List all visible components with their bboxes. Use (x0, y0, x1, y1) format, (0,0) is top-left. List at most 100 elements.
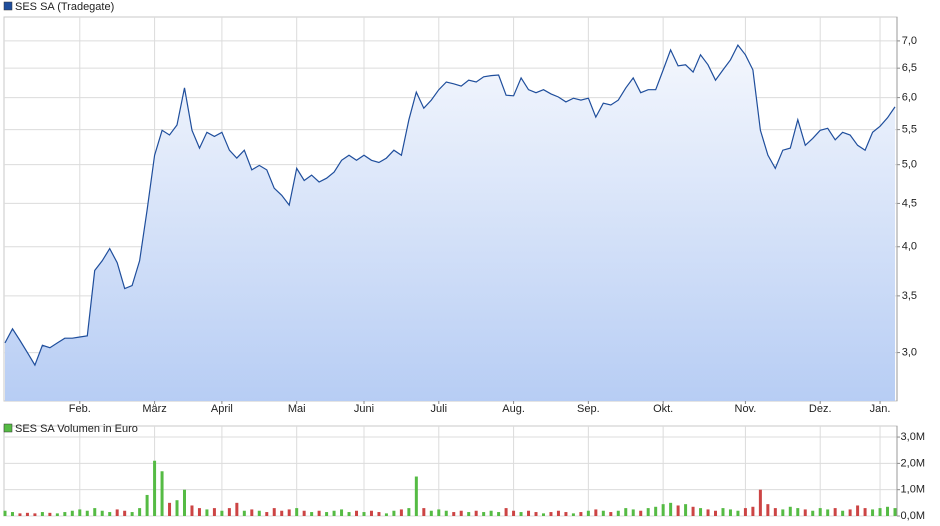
volume-bar (295, 508, 299, 516)
volume-bar (3, 510, 7, 516)
volume-bar (654, 506, 658, 516)
legend-swatch (3, 423, 13, 433)
volume-bar (811, 510, 815, 516)
volume-bar (706, 509, 710, 516)
volume-bar (265, 512, 269, 516)
volume-bar (736, 510, 740, 516)
x-tick-label: März (142, 403, 166, 415)
volume-bar (130, 512, 134, 516)
x-tick-label: Sep. (577, 403, 600, 415)
volume-bar (482, 512, 486, 516)
plot-frame (3, 425, 898, 517)
volume-bar (392, 510, 396, 516)
volume-bar (332, 510, 336, 516)
volume-bar (197, 508, 201, 516)
volume-bar (631, 509, 635, 516)
volume-bar (325, 512, 329, 516)
volume-bar (871, 509, 875, 516)
volume-bar (115, 509, 119, 516)
legend-swatch (3, 1, 13, 11)
y-tick-label: 6,5 (902, 62, 917, 74)
volume-bar (153, 460, 157, 516)
x-tick-label: Dez. (809, 403, 832, 415)
volume-bar (601, 510, 605, 516)
x-tick-label: Juni (354, 403, 374, 415)
volume-bar (10, 512, 14, 516)
volume-bar (444, 510, 448, 516)
volume-bar (624, 508, 628, 516)
area-fill (5, 45, 895, 401)
volume-bar (609, 512, 613, 516)
volume-bar (220, 510, 224, 516)
volume-bar (123, 510, 127, 516)
y-tick-label: 4,5 (902, 197, 917, 209)
volume-bar (818, 508, 822, 516)
volume-bar (422, 508, 426, 516)
volume-bar (377, 512, 381, 516)
volume-bar (78, 509, 82, 516)
volume-bar (863, 508, 867, 516)
volume-bar (669, 502, 673, 516)
volume-bar (362, 512, 366, 516)
volume-bar (848, 509, 852, 516)
y-tick-label: 3,0M (901, 431, 925, 443)
volume-bar (534, 512, 538, 516)
volume-bar (100, 510, 104, 516)
volume-bar (833, 508, 837, 516)
volume-bar (272, 508, 276, 516)
volume-bar (497, 512, 501, 516)
legend-label: SES SA Volumen in Euro (15, 423, 138, 435)
volume-bar (33, 513, 37, 516)
x-tick-label: Juli (431, 403, 448, 415)
volume-bar (317, 510, 321, 516)
volume-bar (347, 512, 351, 516)
volume-bar (302, 510, 306, 516)
volume-bar (721, 508, 725, 516)
volume-bar (280, 510, 284, 516)
volume-bar (287, 509, 291, 516)
volume-bar (527, 510, 531, 516)
volume-bar (803, 509, 807, 516)
volume-bar (594, 509, 598, 516)
volume-bar (474, 510, 478, 516)
volume-bar (25, 512, 29, 516)
volume-bar (878, 508, 882, 516)
volume-bar (369, 510, 373, 516)
volume-bar (691, 506, 695, 516)
volume-bar (407, 508, 411, 516)
volume-bar (571, 513, 575, 516)
volume-bar (168, 502, 172, 516)
volume-bar (564, 512, 568, 516)
volume-bar (257, 510, 261, 516)
volume-bar (676, 505, 680, 516)
volume-bar (48, 512, 52, 516)
volume-bar (108, 512, 112, 516)
volume-bar (758, 489, 762, 516)
volume-bar (414, 476, 418, 516)
volume-bar (467, 512, 471, 516)
y-tick-label: 2,0M (901, 457, 925, 469)
volume-bar (85, 510, 89, 516)
volume-bar (743, 508, 747, 516)
volume-bar (384, 513, 388, 516)
x-tick-label: Feb. (69, 403, 91, 415)
volume-bar (796, 508, 800, 516)
volume-bar (489, 510, 493, 516)
volume-bar (699, 508, 703, 516)
volume-bar (684, 504, 688, 516)
volume-bar (728, 509, 732, 516)
volume-bar (512, 510, 516, 516)
volume-bar (235, 502, 239, 516)
volume-bar (63, 512, 67, 516)
volume-bar (549, 512, 553, 516)
volume-bar (841, 510, 845, 516)
x-tick-label: April (211, 403, 233, 415)
y-tick-label: 3,0 (902, 346, 917, 358)
volume-bar (781, 509, 785, 516)
y-tick-label: 5,0 (902, 159, 917, 171)
y-tick-label: 1,0M (901, 484, 925, 496)
volume-bar (586, 510, 590, 516)
volume-bar (452, 512, 456, 516)
x-tick-label: Nov. (735, 403, 757, 415)
volume-bar (504, 508, 508, 516)
